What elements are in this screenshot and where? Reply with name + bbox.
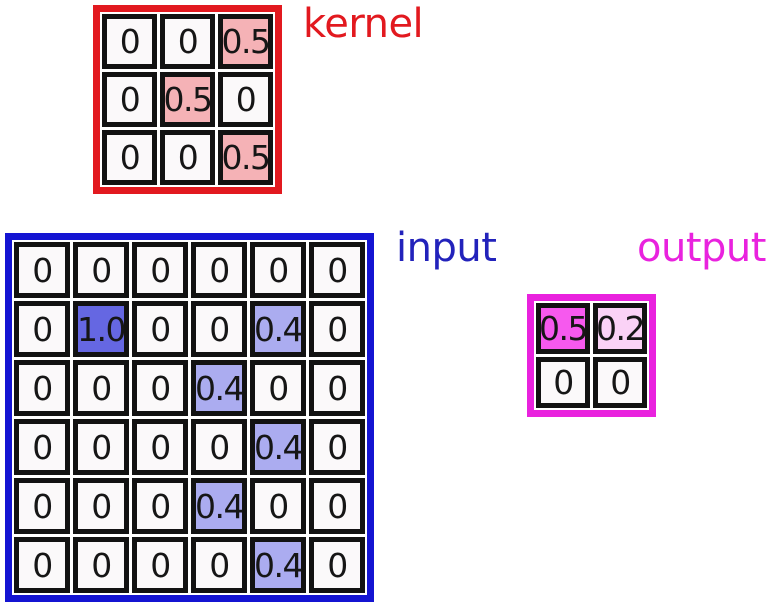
input-cell: 0.4 [250, 301, 306, 357]
input-cell: 0 [250, 360, 306, 416]
output-cell: 0 [536, 357, 590, 408]
input-cell: 0 [132, 537, 188, 593]
input-cell: 0 [191, 537, 247, 593]
input-cell: 0 [14, 537, 70, 593]
input-cell: 0 [132, 360, 188, 416]
input-cell: 0 [73, 242, 129, 298]
kernel-grid: 0 0 0.5 0 0.5 0 0 0 0.5 [93, 5, 282, 194]
kernel-cell: 0.5 [218, 130, 273, 185]
input-cell: 0 [14, 360, 70, 416]
kernel-cell: 0 [218, 72, 273, 127]
input-cell: 0 [191, 242, 247, 298]
kernel-cell: 0 [160, 14, 215, 69]
input-cell: 0 [250, 242, 306, 298]
input-cell: 0 [73, 360, 129, 416]
output-grid: 0.5 0.2 0 0 [527, 294, 656, 417]
input-cell: 0 [14, 478, 70, 534]
input-cell: 0.4 [250, 419, 306, 475]
input-cell: 1.0 [73, 301, 129, 357]
input-cell: 0 [191, 419, 247, 475]
input-cell: 0 [191, 301, 247, 357]
input-cell: 0 [309, 301, 365, 357]
input-cell: 0 [309, 478, 365, 534]
kernel-cell: 0 [102, 72, 157, 127]
input-cell: 0 [14, 242, 70, 298]
input-label: input [396, 225, 497, 271]
output-cell: 0.5 [536, 303, 590, 354]
output-cell: 0.2 [593, 303, 647, 354]
input-cell: 0 [132, 478, 188, 534]
input-cell: 0 [309, 360, 365, 416]
input-cell: 0 [132, 419, 188, 475]
input-cell: 0 [309, 537, 365, 593]
kernel-label: kernel [303, 1, 424, 47]
input-cell: 0 [250, 478, 306, 534]
input-cell: 0 [309, 242, 365, 298]
input-cell: 0 [132, 242, 188, 298]
kernel-cell: 0 [102, 14, 157, 69]
input-cell: 0 [309, 419, 365, 475]
output-cell: 0 [593, 357, 647, 408]
input-cell: 0 [73, 478, 129, 534]
input-cell: 0 [132, 301, 188, 357]
input-grid: 0 0 0 0 0 0 0 1.0 0 0 0.4 0 0 0 0 0.4 0 0 0 0 0 0 0.4 0 0 0 0 0.4 0 0… [5, 233, 374, 602]
input-cell: 0 [73, 537, 129, 593]
input-cell: 0 [14, 301, 70, 357]
kernel-cell: 0 [102, 130, 157, 185]
input-cell: 0.4 [191, 478, 247, 534]
input-cell: 0 [73, 419, 129, 475]
kernel-cell: 0 [160, 130, 215, 185]
input-cell: 0.4 [250, 537, 306, 593]
kernel-cell: 0.5 [218, 14, 273, 69]
output-label: output [637, 225, 766, 271]
input-cell: 0 [14, 419, 70, 475]
kernel-cell: 0.5 [160, 72, 215, 127]
input-cell: 0.4 [191, 360, 247, 416]
